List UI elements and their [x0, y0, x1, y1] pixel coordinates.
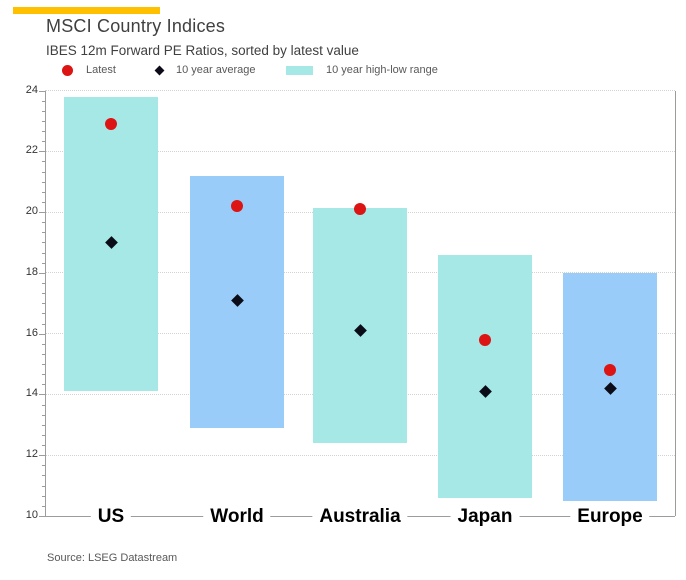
chart-subtitle: IBES 12m Forward PE Ratios, sorted by la…	[46, 43, 359, 58]
y-axis-major-tick	[39, 455, 45, 457]
accent-bar	[13, 7, 160, 14]
y-axis-minor-tick	[42, 141, 45, 143]
grid-line	[45, 90, 675, 91]
y-axis-minor-tick	[42, 201, 45, 203]
legend-label-range: 10 year high-low range	[326, 64, 438, 76]
y-axis-minor-tick	[42, 414, 45, 416]
y-axis-minor-tick	[42, 110, 45, 112]
y-axis-minor-tick	[42, 343, 45, 345]
legend-label-average: 10 year average	[176, 64, 256, 76]
y-axis-major-tick	[39, 333, 45, 335]
plot-right-border	[675, 90, 676, 516]
y-axis-major-tick	[39, 394, 45, 396]
y-axis-minor-tick	[42, 100, 45, 102]
latest-marker-world	[231, 199, 243, 212]
y-axis-line	[45, 90, 46, 516]
range-swatch-icon	[286, 65, 313, 75]
y-axis-tick-label: 24	[25, 83, 38, 96]
y-axis-minor-tick	[42, 495, 45, 497]
y-axis-tick-label: 16	[25, 326, 38, 339]
y-axis-minor-tick	[42, 404, 45, 406]
x-axis-label-world: World	[203, 505, 271, 528]
y-axis-minor-tick	[42, 434, 45, 436]
latest-marker-australia	[354, 203, 366, 216]
y-axis-tick-label: 12	[25, 448, 38, 461]
latest-marker-europe	[604, 364, 616, 377]
y-axis-tick-label: 22	[25, 144, 38, 157]
legend-item-latest: Latest	[62, 61, 116, 79]
legend-label-latest: Latest	[86, 64, 116, 76]
x-axis-label-japan: Japan	[450, 505, 520, 528]
y-axis-minor-tick	[42, 384, 45, 386]
y-axis-tick-label: 18	[25, 265, 38, 278]
y-axis-minor-tick	[42, 475, 45, 477]
y-axis-major-tick	[39, 516, 45, 517]
grid-line	[45, 150, 675, 152]
y-axis-minor-tick	[42, 120, 45, 122]
y-axis-minor-tick	[42, 445, 45, 447]
y-axis-minor-tick	[42, 282, 45, 284]
y-axis-major-tick	[39, 90, 45, 92]
y-axis-minor-tick	[42, 171, 45, 173]
y-axis-minor-tick	[42, 242, 45, 244]
y-axis-tick-label: 14	[25, 387, 38, 400]
source-note: Source: LSEG Datastream	[47, 552, 178, 564]
x-axis-label-europe: Europe	[570, 505, 650, 528]
legend-item-range: 10 year high-low range	[286, 61, 438, 79]
y-axis-minor-tick	[42, 323, 45, 325]
x-axis-label-us: US	[90, 505, 132, 528]
y-axis-minor-tick	[42, 313, 45, 315]
legend-item-average: 10 year average	[154, 61, 256, 79]
y-axis-minor-tick	[42, 485, 45, 487]
y-axis-minor-tick	[42, 222, 45, 224]
y-axis-minor-tick	[42, 293, 45, 295]
y-axis-minor-tick	[42, 303, 45, 305]
x-axis-label-australia: Australia	[312, 505, 408, 528]
y-axis-tick-label: 20	[25, 205, 38, 218]
red-circle-icon	[62, 64, 73, 76]
y-axis-minor-tick	[42, 131, 45, 133]
y-axis-tick-label: 10	[25, 509, 38, 521]
y-axis-minor-tick	[42, 505, 45, 507]
y-axis-major-tick	[39, 212, 45, 214]
y-axis-minor-tick	[42, 181, 45, 183]
page-title: MSCI Country Indices	[46, 16, 226, 36]
y-axis-minor-tick	[42, 161, 45, 163]
y-axis-minor-tick	[42, 424, 45, 426]
latest-marker-japan	[479, 333, 491, 346]
y-axis-minor-tick	[42, 374, 45, 376]
latest-marker-us	[105, 117, 117, 130]
y-axis-major-tick	[39, 272, 45, 274]
y-axis-minor-tick	[42, 353, 45, 355]
y-axis-minor-tick	[42, 465, 45, 467]
y-axis-minor-tick	[42, 191, 45, 193]
y-axis-minor-tick	[42, 262, 45, 264]
legend: Latest 10 year average 10 year high-low …	[0, 61, 686, 79]
grid-line	[45, 454, 675, 456]
y-axis-minor-tick	[42, 252, 45, 254]
range-bar-japan	[438, 254, 532, 498]
y-axis-minor-tick	[42, 232, 45, 234]
y-axis-minor-tick	[42, 364, 45, 366]
y-axis-major-tick	[39, 151, 45, 153]
